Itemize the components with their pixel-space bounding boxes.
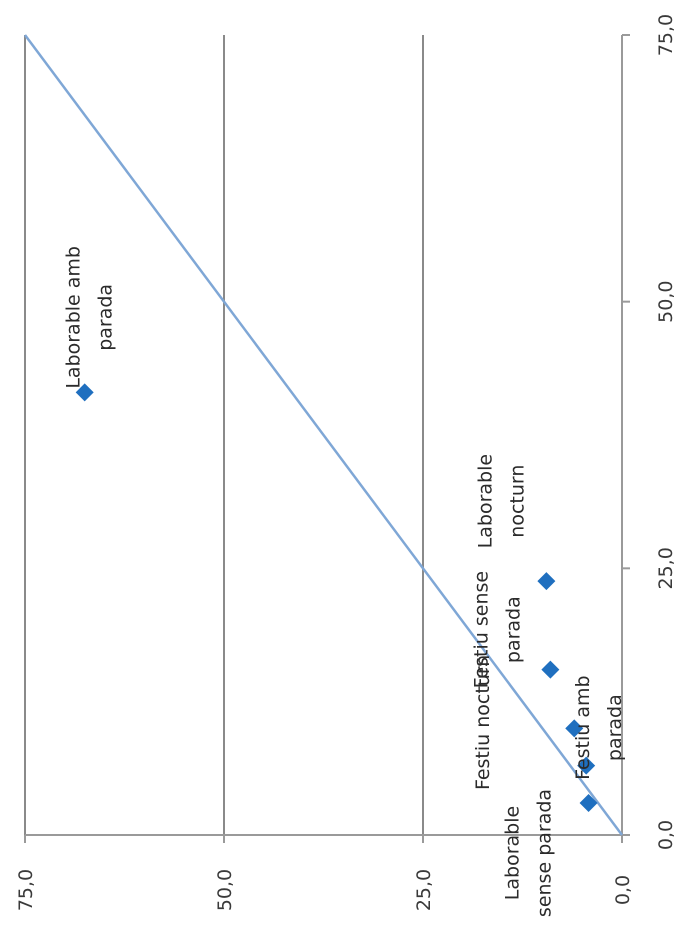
point-label-line: Festiu nocturn xyxy=(472,655,494,790)
point-label-line: Festiu sense xyxy=(470,571,492,689)
point-label: Festiu nocturn xyxy=(472,655,494,790)
diagonal-reference-line xyxy=(23,34,624,836)
x-tick-label: 0,0 xyxy=(655,820,677,850)
reference-line xyxy=(23,34,624,836)
data-point-marker xyxy=(75,383,94,402)
data-point-marker xyxy=(577,756,596,775)
point-label-line: nocturn xyxy=(506,465,528,538)
point-label: Laborable amb parada xyxy=(63,246,117,389)
point-label-line: parada xyxy=(604,694,626,761)
data-point-marker xyxy=(565,719,584,738)
point-label-line: sense parada xyxy=(534,789,556,917)
y-tick-label: 75,0 xyxy=(15,869,37,911)
point-label-line: Festiu amb xyxy=(572,675,594,780)
point-label: Laborable sense parada xyxy=(502,789,556,917)
point-label-line: Laborable amb xyxy=(63,246,85,389)
point-label: Festiu amb parada xyxy=(572,675,626,780)
gridlines xyxy=(24,35,424,835)
x-tick-label: 75,0 xyxy=(655,14,677,56)
point-label-line: parada xyxy=(95,284,117,351)
y-tick-label: 0,0 xyxy=(612,875,634,905)
point-label: Laborable nocturn xyxy=(474,454,528,548)
data-points xyxy=(75,383,598,812)
x-tick-label: 25,0 xyxy=(655,547,677,589)
y-tick-label: 50,0 xyxy=(214,869,236,911)
data-point-marker xyxy=(541,660,560,679)
x-tick-label: 50,0 xyxy=(655,281,677,323)
data-point-marker xyxy=(579,794,598,812)
data-point-marker xyxy=(537,572,556,591)
axes xyxy=(24,34,630,843)
y-tick-label: 25,0 xyxy=(413,869,435,911)
point-label-line: Laborable xyxy=(474,454,496,548)
point-label-line: Laborable xyxy=(502,806,524,900)
point-label-line: parada xyxy=(502,596,524,663)
tick-labels: 0,0 25,0 50,0 75,0 0,0 25,0 50,0 75,0 xyxy=(15,14,677,911)
point-labels: Laborable amb parada Laborable nocturn Festi… xyxy=(63,246,626,917)
point-label: Festiu sense parada xyxy=(470,571,524,689)
